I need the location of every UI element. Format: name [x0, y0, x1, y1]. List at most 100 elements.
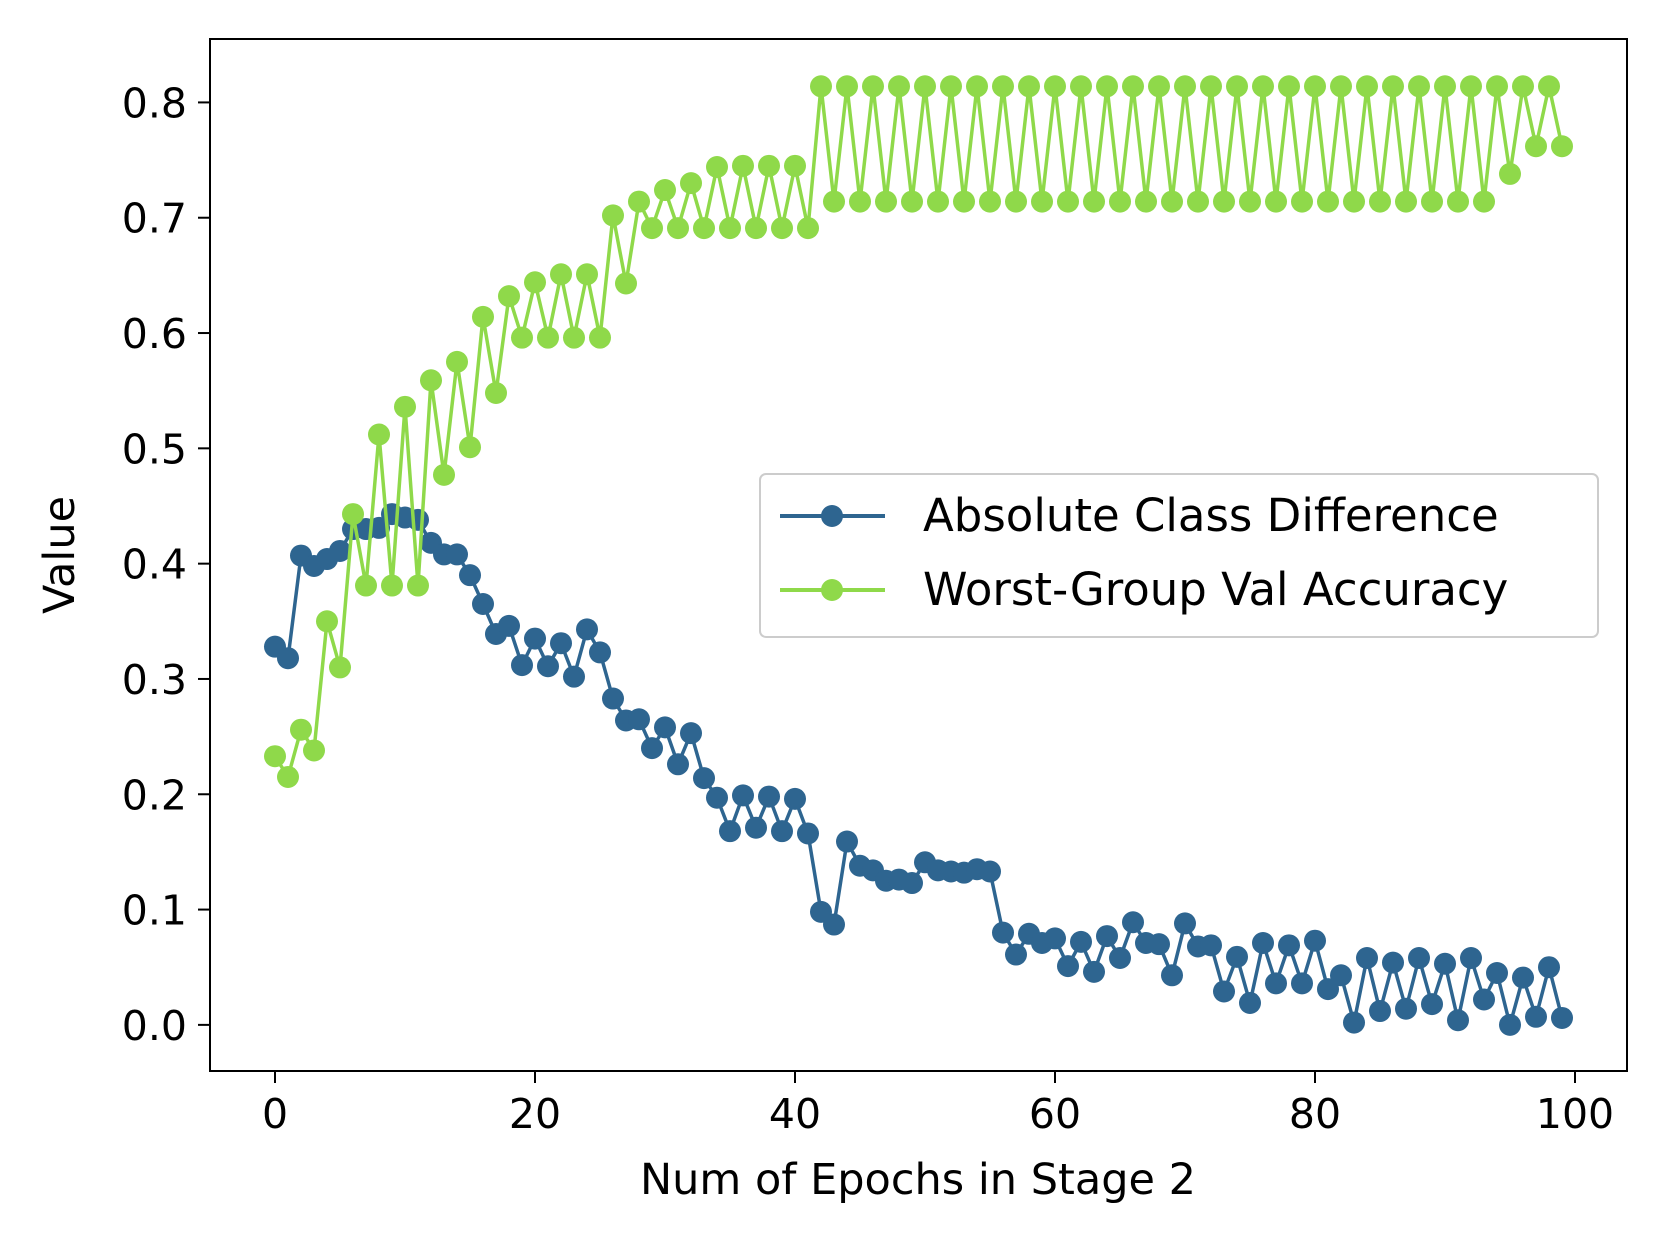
data-point-worst-group-val-accuracy: [524, 271, 546, 294]
data-point-absolute-class-difference: [1434, 952, 1456, 975]
data-point-absolute-class-difference: [771, 820, 793, 843]
data-point-worst-group-val-accuracy: [719, 217, 741, 240]
data-point-worst-group-val-accuracy: [1265, 190, 1287, 213]
data-point-absolute-class-difference: [472, 593, 494, 616]
data-point-absolute-class-difference: [1473, 988, 1495, 1011]
data-point-absolute-class-difference: [1408, 947, 1430, 969]
data-point-absolute-class-difference: [901, 872, 923, 895]
data-point-absolute-class-difference: [641, 737, 663, 760]
x-tick-label: 40: [769, 1090, 821, 1138]
data-point-worst-group-val-accuracy: [355, 574, 377, 597]
data-point-worst-group-val-accuracy: [914, 75, 936, 98]
data-point-worst-group-val-accuracy: [1343, 190, 1365, 213]
x-tick-label: 80: [1289, 1090, 1341, 1138]
data-point-worst-group-val-accuracy: [537, 326, 559, 349]
data-point-absolute-class-difference: [1083, 960, 1105, 983]
legend-marker-absolute-class-difference: [821, 505, 843, 527]
data-point-absolute-class-difference: [979, 860, 1001, 883]
data-point-worst-group-val-accuracy: [550, 263, 572, 286]
legend: Absolute Class Difference Worst-Group Va…: [759, 473, 1599, 638]
data-point-worst-group-val-accuracy: [1382, 75, 1404, 98]
data-point-worst-group-val-accuracy: [290, 718, 312, 741]
data-point-absolute-class-difference: [1551, 1006, 1573, 1029]
data-point-worst-group-val-accuracy: [1304, 75, 1326, 98]
data-point-absolute-class-difference: [1161, 964, 1183, 987]
data-point-worst-group-val-accuracy: [1252, 75, 1274, 98]
data-point-worst-group-val-accuracy: [329, 656, 351, 679]
data-point-worst-group-val-accuracy: [511, 326, 533, 349]
x-tick-label: 20: [509, 1090, 561, 1138]
data-point-worst-group-val-accuracy: [1200, 75, 1222, 98]
data-point-worst-group-val-accuracy: [1512, 75, 1534, 98]
data-point-absolute-class-difference: [1096, 925, 1118, 948]
data-point-absolute-class-difference: [1395, 997, 1417, 1020]
data-point-worst-group-val-accuracy: [1239, 190, 1261, 213]
data-point-worst-group-val-accuracy: [966, 75, 988, 98]
data-point-absolute-class-difference: [784, 787, 806, 810]
data-point-absolute-class-difference: [1291, 972, 1313, 995]
data-point-worst-group-val-accuracy: [1369, 190, 1391, 213]
data-point-worst-group-val-accuracy: [576, 263, 598, 286]
data-point-absolute-class-difference: [277, 647, 299, 670]
data-point-worst-group-val-accuracy: [732, 154, 754, 177]
data-point-worst-group-val-accuracy: [745, 217, 767, 240]
data-point-absolute-class-difference: [1525, 1005, 1547, 1028]
y-tick-label: 0.4: [122, 541, 187, 589]
data-point-worst-group-val-accuracy: [1278, 75, 1300, 98]
data-point-absolute-class-difference: [1278, 934, 1300, 957]
data-point-worst-group-val-accuracy: [758, 154, 780, 177]
data-point-worst-group-val-accuracy: [836, 75, 858, 98]
data-point-absolute-class-difference: [1356, 947, 1378, 969]
y-tick-label: 0.2: [122, 771, 187, 819]
data-point-worst-group-val-accuracy: [1473, 190, 1495, 213]
series-line-worst-group-val-accuracy: [273, 84, 1564, 779]
data-point-worst-group-val-accuracy: [615, 272, 637, 295]
data-point-worst-group-val-accuracy: [1291, 190, 1313, 213]
data-point-worst-group-val-accuracy: [1083, 190, 1105, 213]
data-point-worst-group-val-accuracy: [1213, 190, 1235, 213]
data-point-worst-group-val-accuracy: [667, 217, 689, 240]
data-point-worst-group-val-accuracy: [446, 350, 468, 373]
data-point-worst-group-val-accuracy: [433, 463, 455, 486]
data-point-worst-group-val-accuracy: [979, 190, 1001, 213]
data-point-worst-group-val-accuracy: [1434, 75, 1456, 98]
data-point-worst-group-val-accuracy: [407, 574, 429, 597]
data-point-worst-group-val-accuracy: [1161, 190, 1183, 213]
data-point-worst-group-val-accuracy: [1408, 75, 1430, 98]
legend-label-worst-group-val-accuracy: Worst-Group Val Accuracy: [923, 563, 1508, 616]
data-point-worst-group-val-accuracy: [1499, 162, 1521, 185]
data-point-worst-group-val-accuracy: [628, 190, 650, 213]
data-point-worst-group-val-accuracy: [1096, 75, 1118, 98]
data-point-worst-group-val-accuracy: [277, 765, 299, 788]
data-point-absolute-class-difference: [1226, 945, 1248, 968]
data-point-worst-group-val-accuracy: [1135, 190, 1157, 213]
data-point-worst-group-val-accuracy: [1356, 75, 1378, 98]
y-axis-label: Value: [35, 496, 85, 614]
data-point-absolute-class-difference: [1447, 1009, 1469, 1032]
data-point-absolute-class-difference: [1512, 966, 1534, 989]
x-tick-label: 0: [262, 1090, 288, 1138]
data-point-absolute-class-difference: [368, 516, 390, 539]
legend-marker-worst-group-val-accuracy: [821, 579, 843, 601]
data-point-absolute-class-difference: [1005, 943, 1027, 966]
data-point-worst-group-val-accuracy: [953, 190, 975, 213]
x-tick-label: 100: [1536, 1090, 1614, 1138]
data-point-worst-group-val-accuracy: [693, 217, 715, 240]
data-point-worst-group-val-accuracy: [771, 217, 793, 240]
data-point-absolute-class-difference: [628, 708, 650, 731]
data-point-absolute-class-difference: [1317, 978, 1339, 1001]
data-point-worst-group-val-accuracy: [316, 610, 338, 633]
data-point-absolute-class-difference: [823, 913, 845, 936]
data-point-worst-group-val-accuracy: [927, 190, 949, 213]
y-tick-label: 0.8: [122, 79, 187, 127]
data-point-absolute-class-difference: [511, 654, 533, 677]
series-markers-worst-group-val-accuracy: [264, 75, 1573, 788]
data-point-worst-group-val-accuracy: [420, 369, 442, 392]
data-point-absolute-class-difference: [1109, 947, 1131, 969]
data-point-worst-group-val-accuracy: [706, 155, 728, 178]
y-tick-label: 0.1: [122, 887, 187, 935]
plot-area: [209, 38, 1628, 1072]
data-point-worst-group-val-accuracy: [680, 172, 702, 195]
data-point-worst-group-val-accuracy: [862, 75, 884, 98]
data-point-absolute-class-difference: [1421, 993, 1443, 1016]
